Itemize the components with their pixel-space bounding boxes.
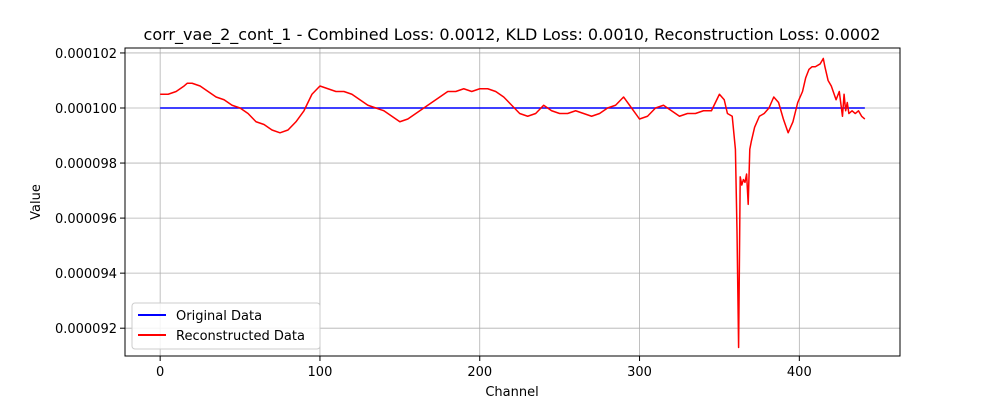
legend-box [131, 302, 321, 350]
x-tick-label: 400 [787, 365, 812, 380]
y-tick-label: 0.000100 [55, 102, 117, 117]
x-axis-label: Channel [485, 385, 538, 400]
y-axis-label: Value [29, 184, 44, 220]
ticks: 0 100 200 300 400 0.000092 0.000094 0.000096 0.0… [55, 47, 812, 380]
legend-label-reconstructed-data: Reconstructed Data [176, 329, 305, 344]
y-tick-label: 0.000102 [55, 47, 117, 62]
series-layer [160, 57, 866, 349]
y-tick-label: 0.000096 [55, 212, 117, 227]
legend-label-original-data: Original Data [176, 309, 262, 324]
chart-title: corr_vae_2_cont_1 - Combined Loss: 0.001… [144, 25, 881, 45]
y-tick-label: 0.000092 [55, 322, 117, 337]
x-tick-label: 0 [156, 365, 164, 380]
x-tick-label: 100 [308, 365, 333, 380]
plot-frame [124, 47, 901, 357]
x-tick-label: 200 [467, 365, 492, 380]
y-tick-label: 0.000094 [55, 267, 117, 282]
y-tick-label: 0.000098 [55, 157, 117, 172]
x-tick-label: 300 [627, 365, 652, 380]
series-line-reconstructed-data [160, 57, 866, 349]
legend: Original Data Reconstructed Data [131, 302, 321, 350]
